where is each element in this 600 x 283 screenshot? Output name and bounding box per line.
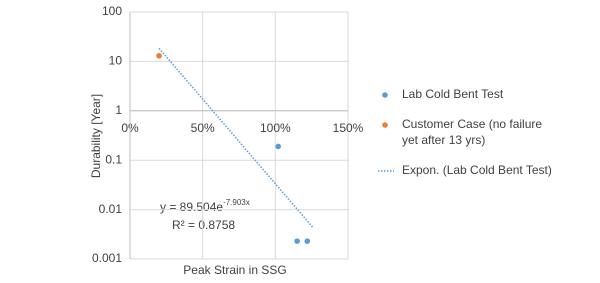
legend-symbol	[382, 92, 388, 98]
y-tick-label: 100	[102, 4, 122, 18]
x-tick-label: 50%	[191, 121, 215, 135]
legend-entry: Expon. (Lab Cold Bent Test)	[378, 162, 555, 178]
point	[275, 143, 282, 150]
r-squared: R² = 0.8758	[172, 218, 235, 232]
point	[294, 238, 300, 244]
legend-label: Customer Case (no failure yet after 13 y…	[402, 117, 543, 147]
legend-dot	[382, 92, 388, 98]
legend-label: Expon. (Lab Cold Bent Test)	[402, 163, 552, 177]
legend-entry: Lab Cold Bent Test	[380, 86, 555, 102]
legend-label: Lab Cold Bent Test	[402, 87, 504, 101]
equation-exponent: -7.903x	[223, 198, 250, 207]
x-axis-label: Peak Strain in SSG	[183, 263, 286, 277]
trend-equation: y = 89.504e-7.903x	[160, 198, 250, 214]
legend-symbol	[378, 170, 394, 172]
legend-dot	[382, 122, 388, 128]
y-tick-label: 0.1	[105, 152, 122, 166]
legend: Lab Cold Bent Test Customer Case (no fail…	[378, 86, 555, 192]
point	[304, 238, 311, 244]
trendline	[158, 47, 314, 229]
equation-base: y = 89.504e	[160, 200, 223, 214]
legend-entry: Customer Case (no failure yet after 13 y…	[380, 116, 555, 148]
point	[156, 52, 162, 59]
y-tick-label: 0.01	[99, 202, 123, 216]
legend-symbol	[382, 122, 388, 128]
y-tick-label: 10	[109, 54, 123, 68]
x-tick-label: 100%	[260, 121, 291, 135]
y-axis-label: Durability [Year]	[89, 94, 103, 178]
y-tick-label: 1	[115, 103, 122, 117]
y-tick-label: 0.001	[92, 251, 122, 265]
x-tick-label: 150%	[333, 121, 364, 135]
